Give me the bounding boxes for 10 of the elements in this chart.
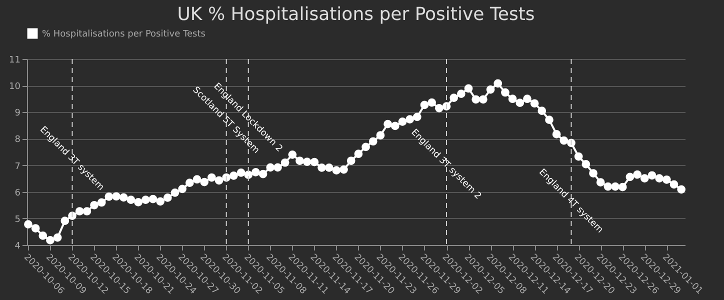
y-tick-label: 10 (9, 82, 21, 92)
y-tick-label: 4 (14, 242, 21, 252)
y-tick-label: 5 (14, 214, 20, 225)
legend-label: % Hospitalisations per Positive Tests (42, 30, 206, 40)
chart-title: UK % Hospitalisations per Positive Tests (177, 4, 535, 25)
y-tick-label: 11 (9, 56, 20, 66)
y-tick-label: 7 (14, 162, 20, 172)
y-tick-label: 6 (14, 188, 21, 198)
y-tick-label: 9 (14, 108, 21, 119)
y-tick-label: 8 (14, 135, 21, 146)
